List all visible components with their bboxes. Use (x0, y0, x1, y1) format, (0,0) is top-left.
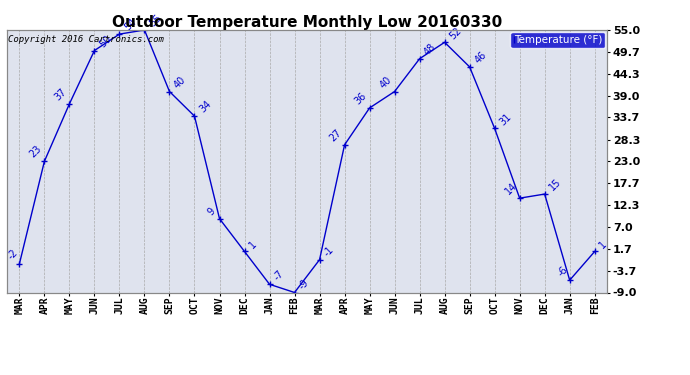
Text: 31: 31 (497, 111, 513, 127)
Text: 55: 55 (147, 13, 163, 28)
Text: -2: -2 (6, 247, 19, 261)
Text: 48: 48 (422, 42, 438, 57)
Text: 27: 27 (328, 128, 344, 144)
Text: 14: 14 (503, 181, 519, 197)
Text: 54: 54 (122, 17, 138, 33)
Text: 15: 15 (547, 177, 563, 193)
Text: 1: 1 (598, 239, 609, 250)
Legend: Temperature (°F): Temperature (°F) (511, 32, 605, 48)
Text: 37: 37 (52, 87, 68, 102)
Text: 23: 23 (28, 144, 43, 160)
Text: 40: 40 (172, 74, 188, 90)
Title: Outdoor Temperature Monthly Low 20160330: Outdoor Temperature Monthly Low 20160330 (112, 15, 502, 30)
Text: 9: 9 (206, 206, 217, 217)
Text: -6: -6 (555, 265, 570, 279)
Text: 1: 1 (247, 239, 259, 250)
Text: -9: -9 (297, 277, 311, 291)
Text: 40: 40 (378, 74, 394, 90)
Text: Copyright 2016 Cartronics.com: Copyright 2016 Cartronics.com (8, 35, 164, 44)
Text: -7: -7 (273, 269, 286, 283)
Text: 50: 50 (97, 33, 113, 49)
Text: 46: 46 (473, 50, 488, 66)
Text: -1: -1 (322, 244, 336, 258)
Text: 52: 52 (447, 25, 463, 41)
Text: 34: 34 (197, 99, 213, 115)
Text: 36: 36 (353, 91, 368, 106)
